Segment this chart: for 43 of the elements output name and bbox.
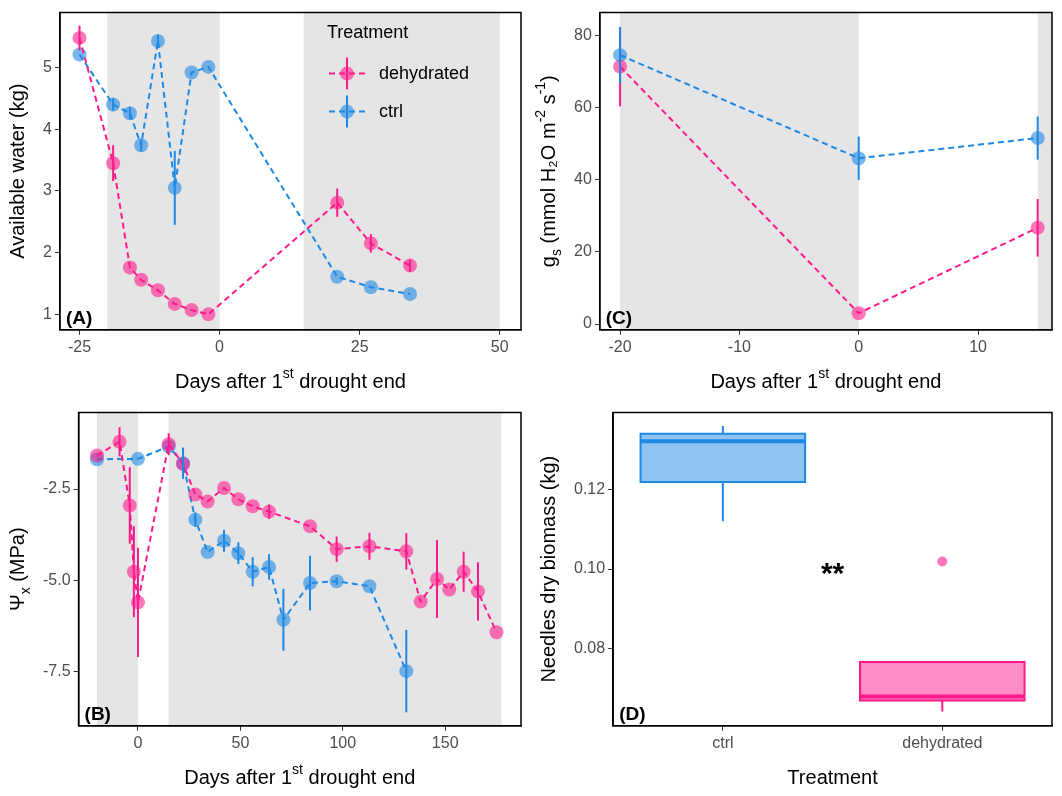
y-tick-label: 0 [582, 314, 592, 332]
x-tick-label: -25 [67, 337, 92, 355]
y-axis-title: gs (mmol H₂O m-2 s-1) [531, 75, 564, 268]
y-tick-label: 0.10 [574, 559, 606, 577]
x-tick-label: -10 [727, 337, 752, 355]
y-tick-label: -5.0 [42, 570, 71, 588]
y-tick-label: 40 [574, 170, 592, 188]
legend-label: ctrl [379, 100, 403, 121]
y-tick-label: 80 [574, 26, 592, 44]
y-tick-label: 5 [42, 57, 52, 75]
x-tick-label: -20 [608, 337, 632, 355]
y-tick-label: 20 [574, 242, 592, 260]
y-axis-title: Available water (kg) [5, 83, 28, 259]
annotation: (D) [619, 702, 646, 724]
y-tick-label: 0.12 [574, 480, 606, 498]
y-tick-label: 0.08 [574, 638, 606, 656]
y-axis-title: Needles dry biomass (kg) [536, 455, 559, 683]
x-tick-label: ctrl [712, 733, 734, 751]
y-tick-label: -7.5 [42, 661, 71, 679]
annotation: (B) [84, 702, 111, 724]
y-tick-label: 1 [42, 304, 52, 322]
x-axis-title: Treatment [787, 765, 879, 788]
annotation: ** [820, 556, 845, 590]
x-tick-label: 50 [490, 337, 509, 355]
y-tick-label: 60 [574, 98, 592, 116]
legend-label: dehydrated [379, 62, 470, 83]
x-tick-label: 0 [133, 733, 143, 751]
x-tick-label: 10 [969, 337, 988, 355]
annotation: (C) [605, 306, 633, 328]
x-tick-label: dehydrated [902, 733, 983, 751]
y-axis-title: Ψx (MPa) [5, 527, 33, 612]
x-tick-label: 50 [231, 733, 250, 751]
x-tick-label: 150 [431, 733, 459, 751]
x-tick-label: 25 [350, 337, 369, 355]
y-tick-label: -2.5 [42, 479, 71, 497]
y-tick-label: 3 [42, 181, 52, 199]
annotation: (A) [65, 306, 93, 328]
x-tick-label: 100 [329, 733, 357, 751]
y-tick-label: 2 [42, 243, 52, 261]
y-tick-label: 4 [42, 119, 52, 137]
x-tick-label: 0 [215, 337, 225, 355]
x-tick-label: 0 [854, 337, 864, 355]
legend-title: Treatment [327, 21, 409, 42]
